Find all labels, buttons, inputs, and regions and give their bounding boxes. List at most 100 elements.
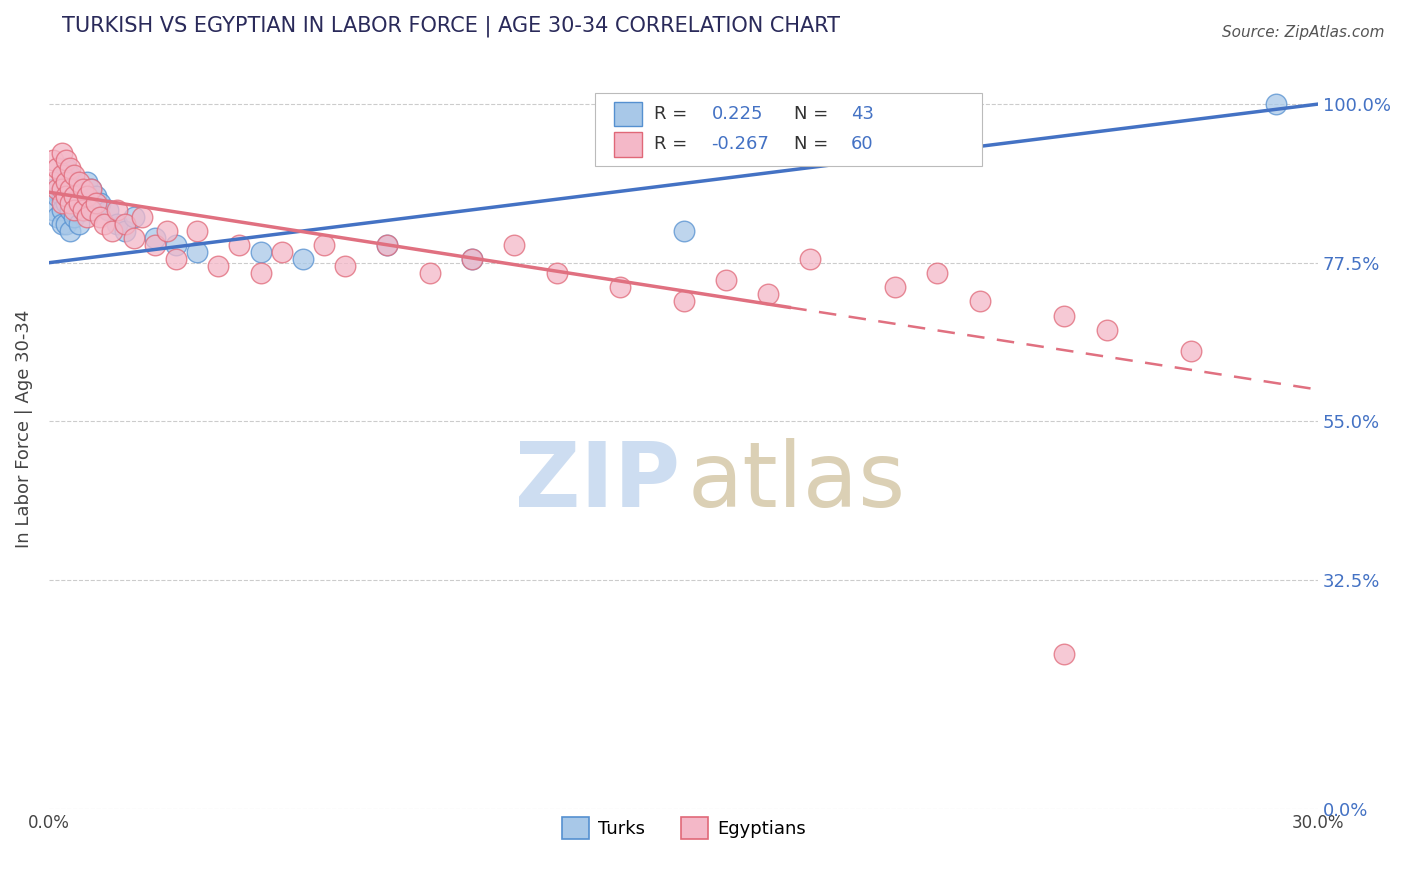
Point: [63, 188, 86, 202]
Text: N =: N =: [794, 105, 834, 123]
Point: [55, 161, 77, 175]
Point: [59, 224, 82, 238]
Point: [46, 182, 69, 196]
Point: [672, 294, 695, 309]
Point: [76, 210, 98, 224]
Point: [76, 195, 98, 210]
Point: [546, 266, 568, 280]
Text: N =: N =: [794, 136, 834, 153]
Point: [63, 175, 86, 189]
Point: [80, 202, 103, 217]
Text: 43: 43: [851, 105, 875, 123]
Point: [51, 146, 73, 161]
Point: [72, 202, 94, 217]
Point: [884, 280, 907, 294]
Point: [46, 188, 69, 202]
Point: [42, 202, 65, 217]
Point: [105, 217, 128, 231]
Point: [51, 195, 73, 210]
Point: [461, 252, 484, 267]
Text: R =: R =: [654, 105, 693, 123]
Point: [51, 168, 73, 182]
Point: [101, 224, 124, 238]
Text: ZIP: ZIP: [515, 438, 679, 525]
Point: [156, 224, 179, 238]
Point: [249, 266, 271, 280]
Point: [51, 217, 73, 231]
Point: [89, 210, 111, 224]
Text: R =: R =: [654, 136, 693, 153]
Bar: [614, 132, 641, 157]
Point: [714, 273, 737, 287]
Point: [42, 182, 65, 196]
Point: [1180, 343, 1202, 358]
Point: [67, 175, 90, 189]
Point: [63, 168, 86, 182]
Point: [503, 238, 526, 252]
Point: [228, 238, 250, 252]
Point: [114, 217, 136, 231]
Point: [46, 210, 69, 224]
Point: [186, 224, 208, 238]
Point: [105, 202, 128, 217]
Point: [461, 252, 484, 267]
Point: [80, 182, 103, 196]
Point: [84, 188, 107, 202]
Point: [55, 175, 77, 189]
Point: [67, 195, 90, 210]
Point: [270, 245, 292, 260]
Text: Source: ZipAtlas.com: Source: ZipAtlas.com: [1222, 25, 1385, 40]
Point: [72, 182, 94, 196]
Text: -0.267: -0.267: [711, 136, 769, 153]
Point: [207, 259, 229, 273]
Point: [46, 161, 69, 175]
Point: [72, 202, 94, 217]
Point: [186, 245, 208, 260]
Point: [80, 182, 103, 196]
Point: [51, 182, 73, 196]
Point: [333, 259, 356, 273]
Point: [1053, 647, 1076, 661]
Point: [89, 195, 111, 210]
Point: [59, 195, 82, 210]
Point: [131, 210, 153, 224]
Point: [55, 188, 77, 202]
Point: [122, 231, 145, 245]
Point: [59, 182, 82, 196]
Point: [609, 280, 631, 294]
Legend: Turks, Egyptians: Turks, Egyptians: [554, 809, 813, 846]
Point: [51, 202, 73, 217]
Point: [312, 238, 335, 252]
Point: [249, 245, 271, 260]
Point: [59, 161, 82, 175]
Point: [756, 287, 779, 301]
Point: [93, 217, 115, 231]
Text: 0.225: 0.225: [711, 105, 763, 123]
Point: [143, 231, 166, 245]
Point: [969, 294, 991, 309]
Point: [51, 188, 73, 202]
Point: [122, 210, 145, 224]
Point: [42, 175, 65, 189]
Text: 60: 60: [851, 136, 873, 153]
Point: [84, 195, 107, 210]
Point: [59, 188, 82, 202]
Point: [114, 224, 136, 238]
Point: [1053, 309, 1076, 323]
Point: [67, 217, 90, 231]
Point: [76, 175, 98, 189]
Point: [80, 202, 103, 217]
Point: [51, 168, 73, 182]
Point: [799, 252, 821, 267]
Point: [1264, 97, 1286, 112]
Y-axis label: In Labor Force | Age 30-34: In Labor Force | Age 30-34: [15, 310, 32, 548]
Point: [419, 266, 441, 280]
Point: [672, 224, 695, 238]
Point: [97, 202, 120, 217]
FancyBboxPatch shape: [595, 94, 981, 166]
Point: [72, 188, 94, 202]
Point: [67, 195, 90, 210]
Point: [67, 182, 90, 196]
Point: [63, 210, 86, 224]
Text: atlas: atlas: [688, 438, 905, 525]
